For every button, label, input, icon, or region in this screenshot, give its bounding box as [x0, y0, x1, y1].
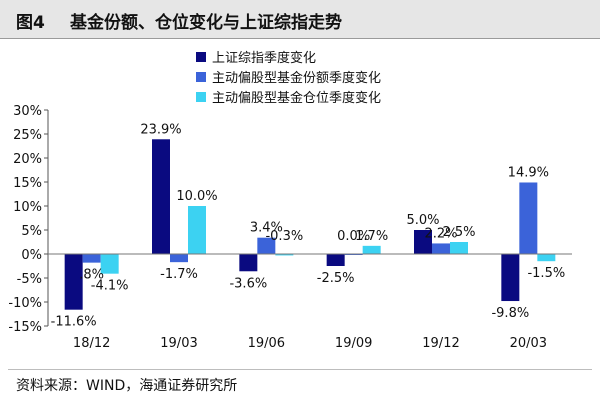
bar-series-3 [100, 254, 119, 274]
bar-series-2 [519, 182, 538, 254]
y-tick-label: 10% [13, 200, 42, 215]
data-label: -1.5% [527, 266, 565, 281]
bar-series-3 [188, 206, 206, 254]
bar-series-3 [275, 254, 294, 256]
x-category-label: 20/03 [510, 336, 547, 351]
data-label: 2.2% [424, 226, 457, 241]
figure-label: 图4 [16, 13, 45, 33]
bar-series-2 [432, 243, 450, 254]
data-label: 5.0% [406, 213, 439, 228]
y-tick-label: 20% [13, 152, 42, 167]
y-tick-label: 25% [13, 128, 42, 143]
legend-swatch [196, 72, 206, 82]
data-label: -4.1% [91, 279, 129, 294]
figure-title: 基金份额、仓位变化与上证综指走势 [70, 13, 342, 33]
bar-series-3 [362, 245, 381, 254]
legend-label: 上证综指季度变化 [212, 50, 316, 66]
figure-header: 图4 基金份额、仓位变化与上证综指走势 [0, 0, 600, 39]
y-tick-label: 0% [21, 248, 42, 263]
data-label: 14.9% [508, 165, 549, 180]
x-category-label: 19/09 [335, 336, 372, 351]
x-category-label: 19/06 [248, 336, 285, 351]
legend-label: 主动偏股型基金仓位季度变化 [212, 90, 381, 106]
bar-series-2 [170, 254, 188, 263]
y-tick-label: -5% [17, 272, 42, 287]
y-tick-label: 30% [13, 104, 42, 119]
y-tick-label: -15% [8, 320, 42, 335]
data-label: -9.8% [491, 306, 529, 321]
data-label: -1.7% [160, 267, 198, 282]
footer-divider [8, 369, 592, 370]
bar-series-2 [257, 237, 276, 254]
legend-swatch [196, 52, 206, 62]
bar-series-2 [82, 254, 101, 263]
bar-series-1 [152, 139, 170, 254]
bar-series-1 [414, 230, 432, 254]
y-tick-label: 15% [13, 176, 42, 191]
bar-series-1 [239, 254, 258, 272]
data-label: 0.0% [337, 229, 370, 244]
data-label: 1.7% [355, 229, 388, 244]
bar-series-1 [326, 254, 345, 266]
source-note: 资料来源：WIND，海通证券研究所 [16, 378, 238, 394]
data-label: 10.0% [176, 189, 217, 204]
data-label: -2.5% [317, 271, 355, 286]
data-label: -0.3% [265, 229, 303, 244]
data-label: -3.6% [229, 276, 267, 291]
bar-series-3 [537, 254, 556, 262]
bar-series-1 [501, 254, 520, 302]
y-tick-label: 5% [21, 224, 42, 239]
y-tick-label: -10% [8, 296, 42, 311]
bar-series-1 [64, 254, 83, 310]
x-category-label: 19/03 [160, 336, 197, 351]
legend-swatch [196, 92, 206, 102]
data-label: 23.9% [140, 122, 181, 137]
data-label: .8% [79, 268, 104, 283]
x-category-label: 18/12 [73, 336, 110, 351]
data-label: 3.4% [250, 221, 283, 236]
bar-series-3 [450, 242, 468, 254]
x-category-label: 19/12 [422, 336, 459, 351]
data-label: -11.6% [51, 315, 97, 330]
data-label: 2.5% [442, 225, 475, 240]
legend-label: 主动偏股型基金份额季度变化 [212, 70, 381, 86]
